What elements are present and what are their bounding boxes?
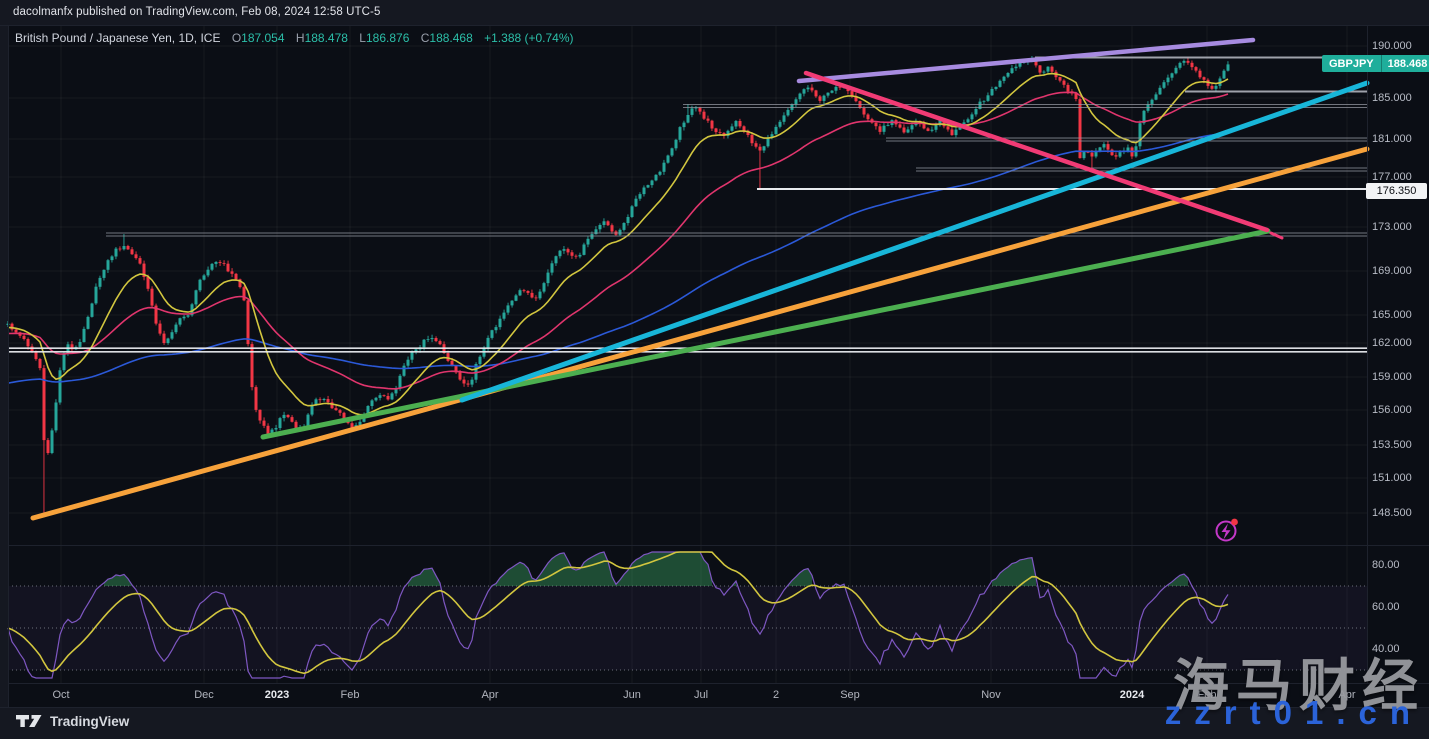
badge-symbol: GBPJPY (1329, 57, 1374, 70)
time-tick-label: Jul (693, 689, 709, 701)
close-value: 188.468 (429, 31, 473, 45)
trendline-cyan-support (459, 80, 1370, 403)
time-tick-label: Oct (52, 689, 70, 701)
level-price-badge: 176.350 (1366, 183, 1427, 199)
tradingview-attribution[interactable]: TradingView (16, 713, 129, 729)
ma-slow-line (7, 131, 1229, 384)
flash-idea-icon[interactable] (1215, 518, 1238, 542)
grid (8, 25, 1367, 683)
trendline-pink-dash (1269, 231, 1284, 240)
rsi-ma-line (7, 551, 1229, 675)
time-tick-label: 2023 (264, 689, 290, 701)
tradingview-brand-text: TradingView (50, 713, 130, 729)
low-label: L (359, 31, 366, 45)
high-label: H (295, 31, 305, 45)
close-label: C (420, 31, 430, 45)
trendline-green-support (260, 228, 1271, 440)
rsi-band (8, 586, 1367, 670)
price-tick-label: 151.000 (1372, 472, 1412, 484)
price-tick-label: 185.000 (1372, 92, 1412, 104)
ma-fast-line (7, 72, 1229, 416)
time-tick-label: Jun (623, 689, 641, 701)
symbol-title[interactable]: British Pound / Japanese Yen, 1D, ICE (15, 31, 221, 45)
time-tick-label: Apr (481, 689, 499, 701)
price-tick-label: 177.000 (1372, 171, 1412, 183)
tradingview-logo-icon (16, 715, 42, 727)
change-value: +1.388 (+0.74%) (484, 31, 574, 45)
time-tick-label: Sep (840, 689, 860, 701)
low-value: 186.876 (365, 31, 410, 45)
candles-down[interactable] (10, 57, 1214, 517)
trendline-pink-descending (803, 70, 1270, 233)
time-tick-label: Dec (194, 689, 214, 701)
price-tick-label: 181.000 (1372, 133, 1412, 145)
candles-up[interactable] (6, 56, 1230, 455)
time-tick-label: Feb (1197, 689, 1217, 701)
badge-divider (1380, 55, 1382, 72)
badge-price: 188.468 (1387, 57, 1428, 70)
rsi-tick-label: 80.00 (1372, 559, 1400, 571)
price-tick-label: 153.500 (1372, 439, 1412, 451)
price-tick-label: 165.000 (1372, 309, 1412, 321)
time-tick-label: 2024 (1119, 689, 1145, 701)
time-tick-label: Nov (981, 689, 1001, 701)
rsi-overbought-fill (104, 552, 1188, 586)
watermark-chinese: 海马财经 (1173, 654, 1425, 717)
open-value: 187.054 (241, 31, 285, 45)
price-tick-label: 148.500 (1372, 507, 1412, 519)
symbol-header[interactable]: British Pound / Japanese Yen, 1D, ICE O1… (15, 31, 574, 45)
pane-borders (0, 25, 1429, 708)
time-tick-label: Feb (340, 689, 360, 701)
price-tick-label: 162.000 (1372, 337, 1412, 349)
price-tick-label: 159.000 (1372, 371, 1412, 383)
high-value: 188.478 (304, 31, 348, 45)
price-tick-label: 169.000 (1372, 265, 1412, 277)
time-tick-label: 2 (772, 689, 780, 701)
price-tick-label: 173.000 (1372, 221, 1412, 233)
publish-info-bar: dacolmanfx published on TradingView.com,… (13, 6, 381, 18)
last-price-badge: GBPJPY 188.468 (1322, 55, 1429, 72)
price-tick-label: 190.000 (1372, 40, 1412, 52)
rsi-tick-label: 60.00 (1372, 601, 1400, 613)
rsi-tick-label: 40.00 (1372, 643, 1400, 655)
time-tick-label: Apr (1338, 689, 1356, 701)
watermark-url: zzrt01.cn (1164, 694, 1423, 731)
open-label: O (231, 31, 242, 45)
rsi-line (7, 551, 1229, 679)
trendlines[interactable] (30, 37, 1370, 521)
price-tick-label: 156.000 (1372, 404, 1412, 416)
trendline-orange-support (30, 146, 1370, 521)
trendline-purple-resistance (796, 37, 1256, 84)
